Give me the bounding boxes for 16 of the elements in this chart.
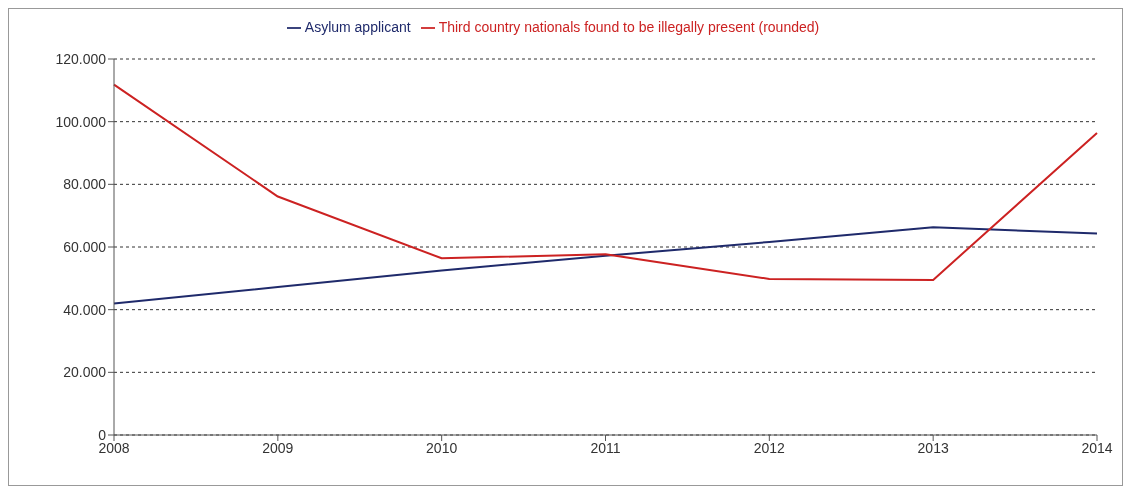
line-series (113, 226, 1098, 305)
y-tick-label: 100.000 (55, 113, 107, 130)
legend-label: Asylum applicant (304, 19, 411, 35)
x-tick-label: 2009 (262, 439, 294, 456)
y-tick-label: 80.000 (63, 176, 107, 193)
y-tick-label: 40.000 (63, 301, 107, 318)
x-tick-label: 2013 (917, 439, 949, 456)
line-series (113, 83, 1098, 281)
legend-label: Third country nationals found to be illegally present (rounded) (438, 19, 820, 35)
x-tick-label: 2014 (1081, 439, 1113, 456)
y-tick-label: 60.000 (63, 238, 107, 255)
x-tick-label: 2011 (590, 439, 621, 456)
x-tick-label: 2010 (426, 439, 458, 456)
y-tick-label: 20.000 (63, 364, 107, 381)
x-tick-label: 2012 (753, 439, 786, 456)
y-tick-label: 120.000 (55, 50, 107, 67)
